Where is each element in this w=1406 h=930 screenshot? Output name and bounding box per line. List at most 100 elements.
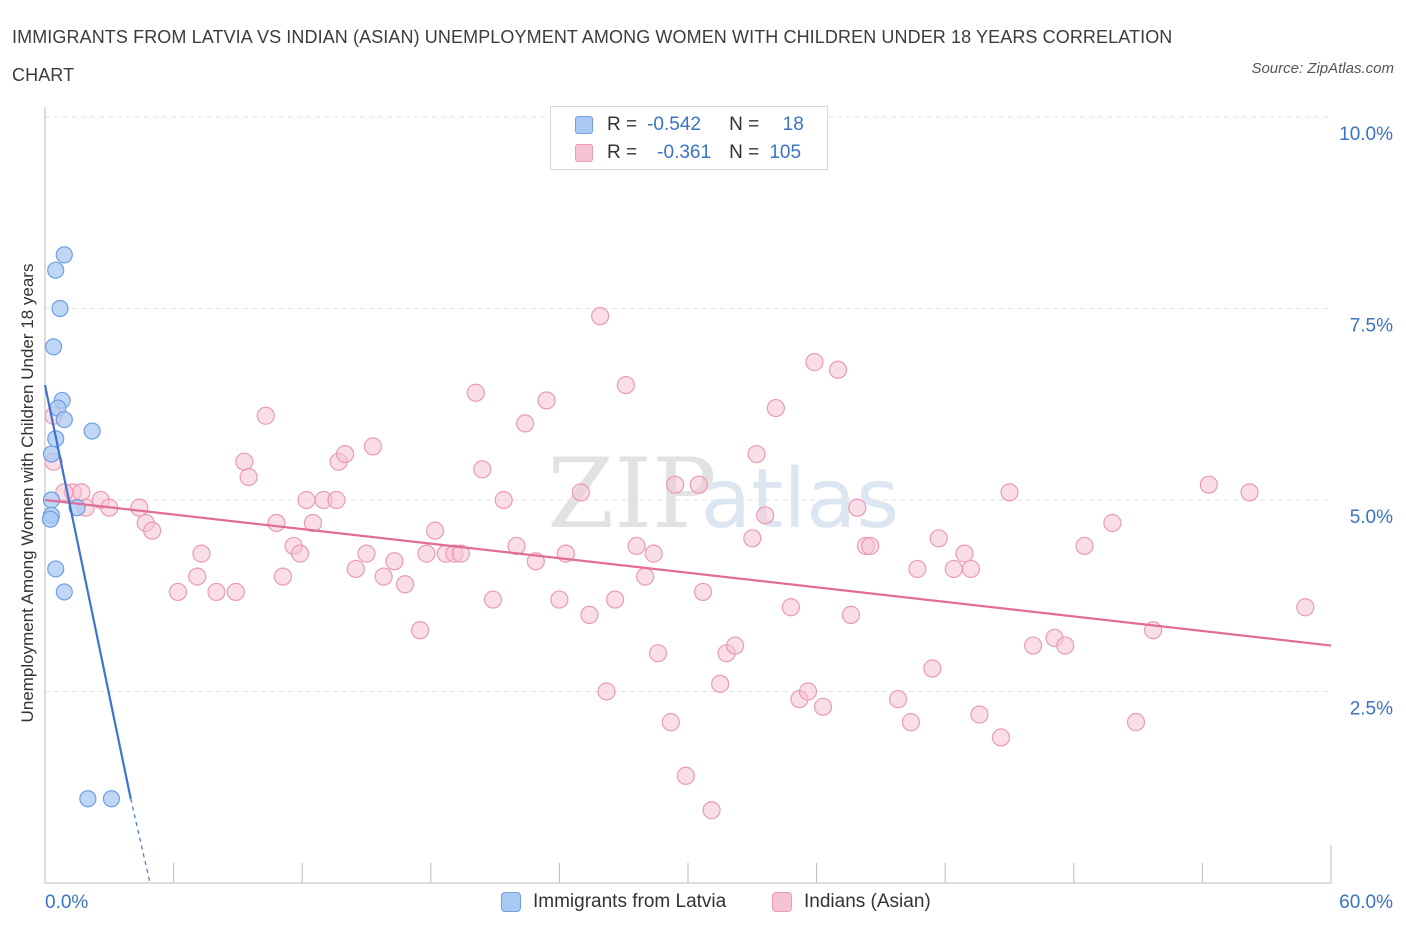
legend-n-label: N = bbox=[729, 114, 760, 135]
data-point-indians bbox=[766, 398, 785, 418]
bottom-legend-swatch-latvia bbox=[501, 892, 521, 912]
watermark: ZIP atlas bbox=[547, 438, 899, 550]
y-tick-label: 5.0% bbox=[1350, 507, 1393, 528]
data-point-indians bbox=[357, 544, 376, 563]
data-point-indians bbox=[235, 452, 254, 471]
data-point-indians bbox=[841, 605, 860, 625]
data-point-indians bbox=[466, 383, 485, 402]
data-point-indians bbox=[901, 713, 921, 732]
data-point-indians bbox=[239, 467, 258, 487]
data-point-latvia bbox=[44, 338, 63, 356]
watermark-atlas: atlas bbox=[701, 452, 899, 547]
data-point-indians bbox=[207, 582, 226, 602]
trend-lines bbox=[43, 384, 1332, 884]
legend-r-label: R = bbox=[607, 114, 638, 135]
data-point-indians bbox=[297, 490, 316, 510]
source-attribution: Source: ZipAtlas.com bbox=[1251, 60, 1394, 77]
legend-n-label: N = bbox=[729, 142, 760, 163]
data-point-indians bbox=[188, 567, 207, 586]
data-point-indians bbox=[290, 544, 310, 563]
data-point-indians bbox=[597, 682, 616, 701]
data-point-indians bbox=[805, 353, 824, 372]
data-point-indians bbox=[1240, 483, 1259, 502]
data-point-indians bbox=[143, 521, 162, 540]
data-point-indians bbox=[991, 728, 1011, 747]
tick-labels: 2.5% 5.0% 7.5% 10.0% 0.0% 60.0% bbox=[45, 124, 1393, 913]
data-point-indians bbox=[346, 559, 365, 579]
y-tick-label: 10.0% bbox=[1339, 124, 1393, 145]
data-point-indians bbox=[1126, 713, 1146, 732]
data-point-indians bbox=[781, 598, 800, 617]
data-point-indians bbox=[756, 506, 775, 525]
legend-n-value-indians: 105 bbox=[769, 142, 802, 163]
data-point-indians bbox=[929, 529, 948, 548]
data-point-indians bbox=[580, 605, 599, 625]
data-point-latvia bbox=[51, 299, 69, 318]
data-point-indians bbox=[267, 513, 286, 533]
data-point-latvia bbox=[55, 583, 73, 601]
data-point-indians bbox=[861, 536, 880, 556]
data-point-indians bbox=[591, 307, 610, 326]
data-point-indians bbox=[303, 513, 323, 533]
chart-title: IMMIGRANTS FROM LATVIA VS INDIAN (ASIAN)… bbox=[12, 27, 1173, 85]
legend-r-value-latvia: -0.542 bbox=[647, 114, 701, 135]
data-point-indians bbox=[828, 360, 848, 379]
data-point-latvia bbox=[83, 422, 101, 440]
data-point-indians bbox=[689, 475, 708, 494]
legend-swatch-latvia bbox=[575, 116, 593, 134]
data-point-indians bbox=[537, 391, 556, 410]
data-point-indians bbox=[395, 575, 415, 594]
bottom-legend-latvia: Immigrants from Latvia bbox=[501, 889, 726, 915]
data-point-indians bbox=[888, 690, 908, 709]
data-point-indians bbox=[473, 460, 492, 479]
data-point-indians bbox=[192, 544, 211, 563]
trend-line-latvia bbox=[43, 384, 132, 799]
legend-row-latvia: R = -0.542 N = 18 bbox=[575, 114, 813, 136]
data-point-indians bbox=[1023, 636, 1043, 655]
data-point-indians bbox=[616, 376, 635, 395]
data-point-indians bbox=[970, 705, 989, 724]
data-point-indians bbox=[644, 544, 663, 563]
x-tick-label: 60.0% bbox=[1339, 892, 1393, 913]
data-point-indians bbox=[711, 674, 730, 693]
data-point-indians bbox=[363, 437, 383, 456]
data-point-indians bbox=[606, 590, 625, 609]
trend-line-latvia-extension bbox=[130, 798, 151, 884]
data-point-indians bbox=[636, 567, 655, 586]
data-point-indians bbox=[571, 483, 590, 502]
y-tick-label: 2.5% bbox=[1350, 699, 1393, 720]
data-point-latvia bbox=[102, 790, 121, 808]
data-point-indians bbox=[693, 582, 713, 602]
data-point-indians bbox=[273, 567, 293, 586]
data-point-indians bbox=[1199, 475, 1218, 494]
legend-row-indians: R = -0.361 N = 105 bbox=[575, 142, 805, 164]
data-point-indians bbox=[726, 636, 745, 655]
bottom-legend-swatch-indians bbox=[772, 892, 792, 912]
data-point-indians bbox=[702, 801, 721, 820]
data-point-latvia bbox=[47, 560, 65, 578]
data-point-indians bbox=[451, 544, 470, 563]
bottom-legend-label-indians: Indians (Asian) bbox=[804, 891, 931, 912]
data-point-indians bbox=[961, 559, 981, 579]
data-point-indians bbox=[1075, 536, 1094, 556]
data-point-indians bbox=[1056, 636, 1075, 655]
data-point-indians bbox=[417, 544, 436, 563]
data-point-latvia bbox=[55, 410, 73, 429]
legend-swatch-indians bbox=[575, 144, 593, 162]
data-point-indians bbox=[374, 567, 393, 586]
correlation-legend: R = -0.542 N = 18 R = -0.361 N = 105 bbox=[550, 106, 828, 170]
data-point-indians bbox=[72, 483, 91, 502]
data-point-indians bbox=[516, 414, 535, 433]
data-point-indians bbox=[676, 766, 695, 785]
data-point-indians bbox=[550, 590, 569, 609]
data-point-indians bbox=[747, 444, 766, 464]
data-point-indians bbox=[627, 536, 646, 556]
data-point-latvia bbox=[79, 790, 97, 808]
data-point-indians bbox=[494, 490, 513, 510]
legend-r-value-indians: -0.361 bbox=[657, 142, 712, 163]
data-point-indians bbox=[848, 498, 867, 517]
data-point-indians bbox=[1000, 483, 1019, 502]
series-immigrants-latvia bbox=[41, 246, 121, 808]
data-point-indians bbox=[743, 529, 762, 548]
